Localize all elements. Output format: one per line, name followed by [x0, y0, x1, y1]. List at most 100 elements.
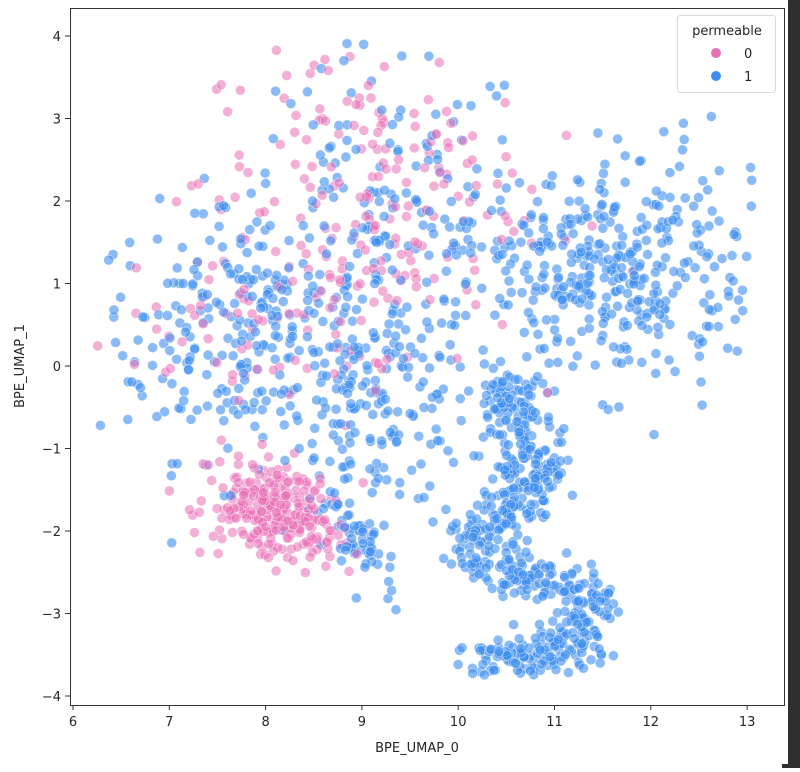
- data-point: [746, 175, 758, 186]
- data-point: [348, 341, 360, 353]
- data-point: [335, 418, 347, 430]
- data-point: [573, 595, 584, 607]
- data-point: [511, 416, 523, 427]
- data-point: [549, 324, 560, 336]
- data-point: [513, 633, 525, 645]
- data-point: [474, 645, 486, 656]
- data-point: [331, 383, 342, 395]
- data-point: [299, 567, 311, 578]
- data-point: [478, 669, 490, 681]
- data-point: [521, 508, 533, 520]
- data-point: [350, 99, 362, 110]
- data-point: [290, 110, 302, 121]
- data-point: [465, 247, 477, 259]
- data-point: [733, 294, 744, 306]
- data-point: [178, 395, 189, 407]
- data-point: [594, 184, 606, 195]
- data-point: [287, 275, 298, 287]
- data-point: [376, 104, 388, 116]
- data-point: [367, 409, 379, 420]
- data-point: [260, 178, 272, 189]
- data-point: [304, 520, 315, 532]
- data-point: [380, 163, 392, 175]
- data-point: [696, 399, 708, 411]
- data-point: [259, 167, 271, 179]
- data-point: [483, 540, 495, 552]
- data-point: [270, 565, 282, 577]
- data-point: [252, 538, 264, 549]
- data-point: [367, 327, 379, 339]
- data-point: [729, 314, 741, 325]
- data-point: [514, 177, 525, 188]
- data-point: [446, 558, 457, 570]
- y-tick-label: 1: [53, 278, 61, 293]
- data-point: [463, 385, 474, 397]
- data-point: [151, 323, 162, 335]
- data-point: [706, 205, 718, 217]
- data-point: [430, 109, 442, 120]
- data-point: [164, 485, 175, 497]
- data-point: [688, 200, 700, 212]
- data-point: [542, 387, 553, 398]
- data-point: [703, 304, 715, 315]
- data-point: [386, 264, 398, 276]
- data-point: [307, 195, 318, 207]
- data-point: [544, 651, 556, 663]
- data-point: [423, 50, 435, 62]
- data-point: [424, 206, 435, 217]
- data-point: [530, 281, 542, 293]
- data-point: [324, 341, 336, 353]
- data-point: [534, 246, 546, 257]
- data-point: [341, 135, 353, 146]
- data-point: [454, 532, 466, 544]
- data-point: [445, 196, 457, 207]
- data-point: [336, 555, 347, 567]
- data-point: [566, 248, 578, 260]
- data-point: [253, 240, 265, 252]
- data-point: [553, 634, 564, 645]
- data-point: [309, 360, 321, 372]
- data-point: [635, 212, 647, 223]
- data-point: [540, 577, 551, 588]
- data-point: [117, 350, 128, 362]
- data-point: [594, 238, 606, 249]
- data-point: [260, 395, 272, 407]
- data-point: [283, 235, 295, 246]
- data-point: [248, 397, 260, 408]
- data-point: [344, 497, 355, 509]
- data-point: [547, 615, 559, 627]
- data-point: [301, 134, 312, 145]
- data-point: [450, 517, 462, 529]
- data-point: [565, 218, 577, 230]
- data-point: [496, 319, 508, 330]
- data-point: [556, 436, 567, 448]
- data-point: [538, 343, 550, 354]
- data-point: [308, 307, 320, 319]
- data-point: [484, 521, 496, 533]
- data-point: [233, 450, 244, 462]
- data-point: [229, 192, 241, 203]
- data-point: [492, 392, 503, 404]
- data-point: [164, 345, 175, 356]
- data-point: [470, 180, 482, 191]
- y-axis-label: BPE_UMAP_1: [13, 324, 28, 408]
- data-point: [233, 477, 244, 488]
- data-point: [381, 353, 393, 365]
- data-point: [225, 268, 236, 280]
- data-point: [452, 659, 464, 670]
- data-point: [440, 265, 452, 277]
- data-point: [358, 125, 370, 136]
- data-point: [165, 363, 176, 374]
- data-point: [171, 262, 183, 274]
- data-point: [573, 582, 585, 594]
- data-point: [321, 370, 332, 382]
- data-point: [147, 360, 158, 371]
- data-point: [486, 205, 497, 216]
- data-point: [424, 480, 436, 492]
- data-point: [499, 464, 511, 476]
- data-point: [492, 534, 504, 545]
- data-point: [401, 177, 412, 188]
- data-point: [419, 162, 431, 174]
- data-point: [612, 300, 623, 312]
